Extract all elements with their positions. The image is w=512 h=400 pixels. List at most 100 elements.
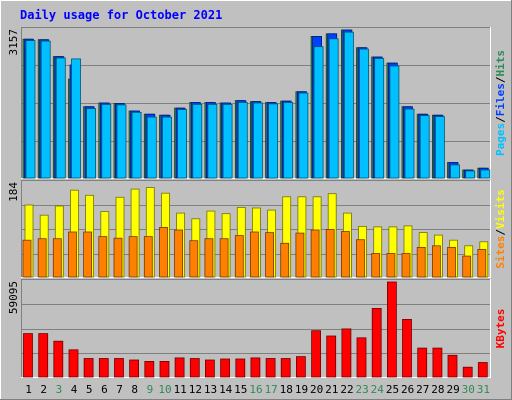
panel-hits-files-pages-legend: Pages/Files/Hits bbox=[494, 50, 507, 156]
bar-sites-day-21 bbox=[325, 229, 335, 278]
bar-sites-day-30 bbox=[462, 255, 472, 278]
bar-sites-day-8 bbox=[128, 236, 138, 278]
bar-sites-day-3 bbox=[52, 238, 62, 278]
bar-pages-day-18 bbox=[283, 102, 294, 179]
bar-pages-day-28 bbox=[434, 116, 445, 179]
panel-hits-files-pages-ymax-label: 3157 bbox=[7, 29, 20, 56]
x-tick-label-19: 19 bbox=[295, 383, 308, 396]
x-tick-label-4: 4 bbox=[71, 383, 78, 396]
bar-pages-day-26 bbox=[404, 108, 415, 179]
legend-visits: Visits bbox=[494, 189, 507, 229]
bar-kbytes-day-24 bbox=[371, 307, 382, 378]
x-tick-label-5: 5 bbox=[86, 383, 93, 396]
bar-pages-day-25 bbox=[389, 65, 400, 179]
bar-sites-day-12 bbox=[189, 240, 199, 278]
x-tick-label-24: 24 bbox=[371, 383, 385, 396]
bar-sites-day-13 bbox=[204, 238, 214, 278]
chart-title: Daily usage for October 2021 bbox=[20, 8, 222, 22]
x-tick-label-20: 20 bbox=[310, 383, 323, 396]
bar-kbytes-day-23 bbox=[356, 337, 367, 378]
bar-sites-day-4 bbox=[68, 231, 77, 278]
bar-sites-day-27 bbox=[416, 246, 426, 278]
legend-hits: Hits bbox=[494, 50, 507, 77]
bar-sites-day-19 bbox=[295, 232, 305, 278]
chart-marks bbox=[22, 29, 491, 378]
bar-kbytes-day-12 bbox=[189, 358, 200, 378]
bar-kbytes-day-2 bbox=[38, 333, 49, 378]
bar-pages-day-27 bbox=[419, 115, 430, 179]
x-tick-label-17: 17 bbox=[265, 383, 278, 396]
bar-pages-day-22 bbox=[343, 31, 354, 179]
panel-kbytes-legend: KBytes bbox=[494, 309, 507, 349]
legend-sites: Sites bbox=[494, 236, 507, 269]
panel-visits-sites-legend: Sites/Visits bbox=[494, 189, 507, 269]
bar-pages-day-24 bbox=[374, 58, 385, 179]
bar-kbytes-day-21 bbox=[326, 335, 337, 378]
bar-sites-day-29 bbox=[447, 246, 456, 278]
bar-pages-day-9 bbox=[146, 116, 157, 179]
bar-kbytes-day-18 bbox=[280, 358, 291, 378]
bar-kbytes-day-31 bbox=[477, 362, 488, 378]
x-tick-label-13: 13 bbox=[204, 383, 217, 396]
x-tick-label-12: 12 bbox=[189, 383, 202, 396]
bar-sites-day-1 bbox=[22, 239, 32, 278]
bar-sites-day-7 bbox=[113, 237, 123, 278]
x-tick-label-11: 11 bbox=[174, 383, 187, 396]
bar-sites-day-31 bbox=[477, 248, 487, 278]
bar-kbytes-day-29 bbox=[447, 354, 458, 378]
x-tick-label-25: 25 bbox=[386, 383, 399, 396]
x-tick-label-15: 15 bbox=[234, 383, 247, 396]
x-tick-label-7: 7 bbox=[116, 383, 123, 396]
bar-kbytes-day-8 bbox=[129, 359, 140, 378]
bar-pages-day-2 bbox=[40, 40, 51, 179]
x-tick-label-26: 26 bbox=[401, 383, 414, 396]
bar-pages-day-17 bbox=[268, 103, 279, 179]
bar-sites-day-23 bbox=[356, 239, 365, 278]
bar-pages-day-31 bbox=[480, 169, 491, 179]
bar-pages-day-3 bbox=[55, 57, 66, 179]
legend-kbytes: KBytes bbox=[494, 309, 507, 349]
bar-kbytes-day-22 bbox=[341, 328, 352, 378]
bar-sites-day-10 bbox=[159, 226, 168, 278]
bar-sites-day-16 bbox=[249, 231, 259, 278]
bar-pages-day-23 bbox=[359, 48, 369, 179]
legend-files: Files bbox=[494, 83, 507, 116]
x-tick-label-16: 16 bbox=[249, 383, 262, 396]
bar-pages-day-14 bbox=[222, 104, 233, 179]
bar-kbytes-day-11 bbox=[174, 357, 185, 378]
bar-kbytes-day-30 bbox=[462, 366, 473, 378]
bar-pages-day-13 bbox=[207, 104, 218, 179]
bar-kbytes-day-13 bbox=[204, 359, 215, 378]
x-tick-label-8: 8 bbox=[131, 383, 138, 396]
legend-pages: Pages bbox=[494, 123, 507, 156]
bar-pages-day-16 bbox=[252, 102, 263, 179]
bar-pages-day-4 bbox=[71, 58, 81, 179]
panel-visits-sites-ymax-label: 184 bbox=[7, 182, 20, 202]
bar-pages-day-12 bbox=[192, 104, 203, 179]
bar-sites-day-20 bbox=[310, 229, 320, 278]
bar-kbytes-day-6 bbox=[98, 358, 109, 378]
bar-kbytes-day-28 bbox=[432, 347, 443, 378]
bar-pages-day-6 bbox=[101, 104, 112, 179]
bar-pages-day-7 bbox=[116, 104, 127, 179]
bar-pages-day-15 bbox=[237, 102, 248, 179]
bar-kbytes-day-26 bbox=[402, 318, 412, 378]
x-tick-label-2: 2 bbox=[40, 383, 47, 396]
bar-kbytes-day-7 bbox=[114, 358, 124, 378]
bar-pages-day-10 bbox=[162, 116, 172, 179]
bar-kbytes-day-19 bbox=[295, 356, 306, 378]
bar-sites-day-26 bbox=[401, 253, 411, 278]
bar-kbytes-day-3 bbox=[53, 340, 64, 378]
bar-kbytes-day-9 bbox=[144, 360, 155, 378]
bar-sites-day-5 bbox=[83, 231, 92, 278]
legend-separator: / bbox=[494, 229, 507, 236]
x-tick-label-14: 14 bbox=[219, 383, 233, 396]
bar-pages-day-20 bbox=[313, 46, 324, 179]
bar-kbytes-day-5 bbox=[83, 358, 94, 378]
x-tick-label-6: 6 bbox=[101, 383, 108, 396]
x-tick-label-3: 3 bbox=[56, 383, 63, 396]
bar-sites-day-14 bbox=[219, 238, 229, 278]
x-tick-label-22: 22 bbox=[340, 383, 353, 396]
